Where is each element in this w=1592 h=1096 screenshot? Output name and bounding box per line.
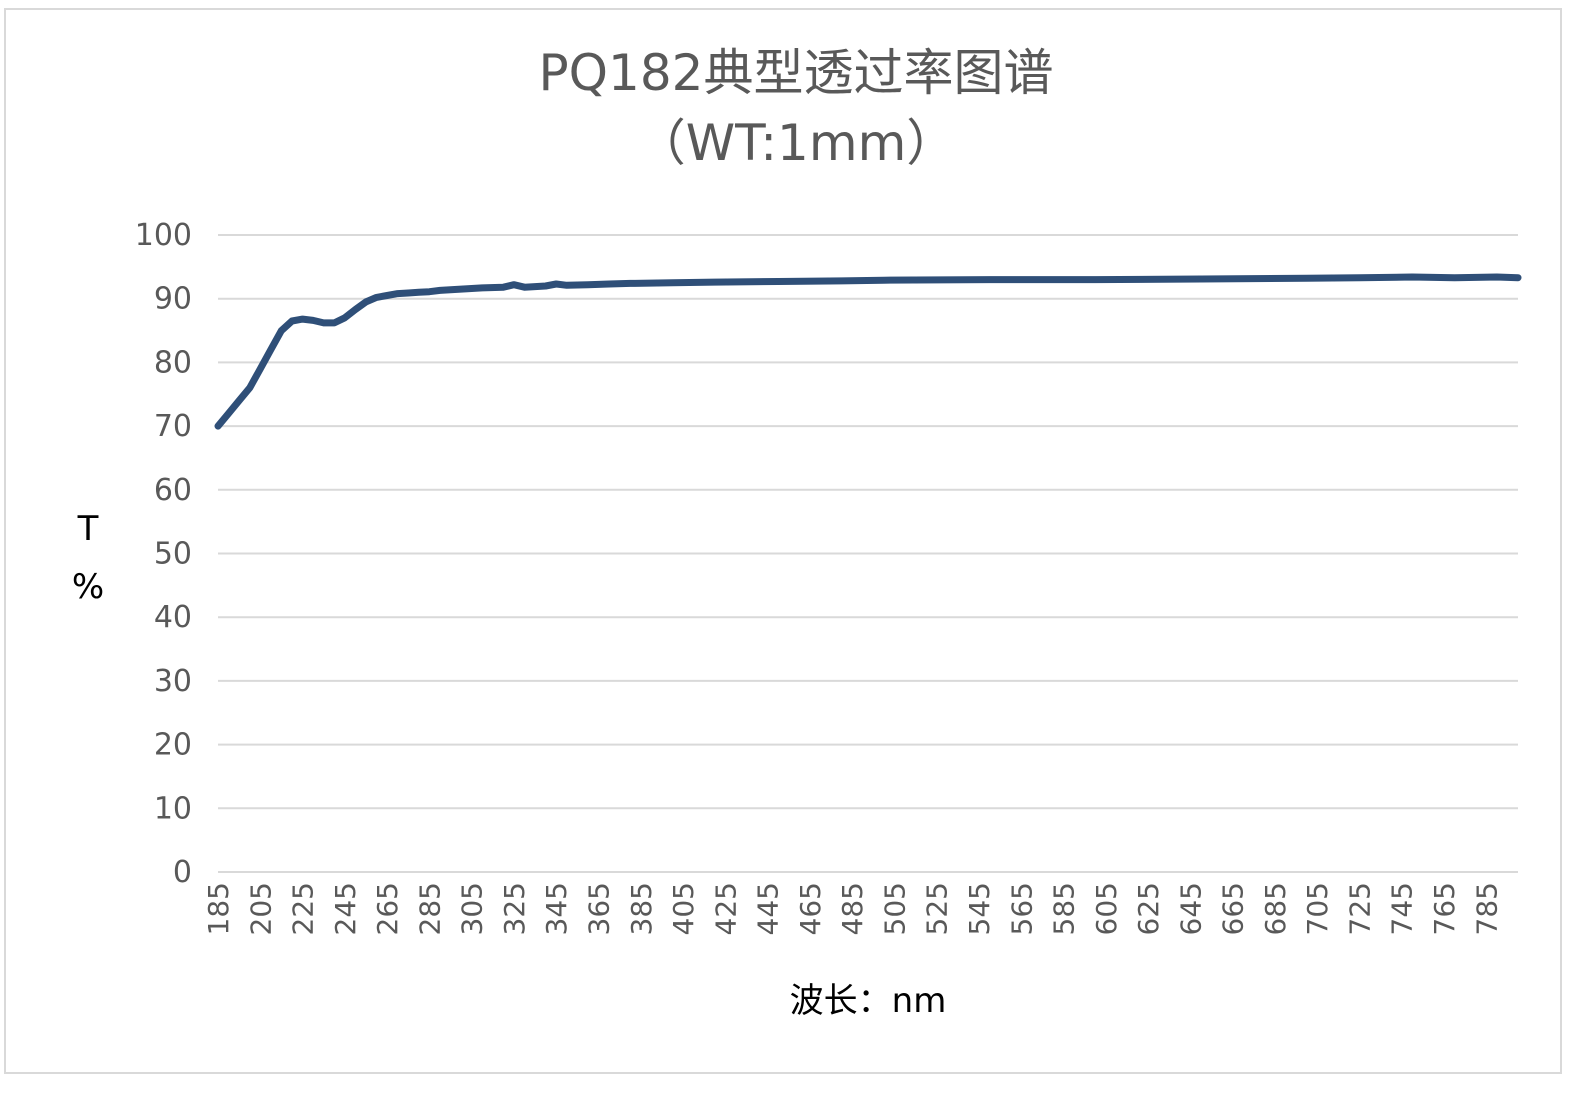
y-axis-title-line2: % <box>72 567 104 607</box>
y-tick-label: 80 <box>154 345 192 380</box>
x-tick-label: 745 <box>1386 882 1419 935</box>
x-tick-label: 565 <box>1005 882 1038 935</box>
x-axis-ticks: 185 205 225 245 265 285 305 325 345 365 385 405 425 4… <box>202 882 1503 935</box>
x-tick-label: 505 <box>878 882 911 935</box>
x-tick-label: 385 <box>625 882 658 935</box>
x-tick-label: 785 <box>1470 882 1503 935</box>
y-tick-label: 20 <box>154 728 192 763</box>
x-tick-label: 445 <box>752 882 785 935</box>
x-tick-label: 585 <box>1048 882 1081 935</box>
y-tick-label: 70 <box>154 409 192 444</box>
y-tick-label: 30 <box>154 664 192 699</box>
x-tick-label: 625 <box>1132 882 1165 935</box>
y-tick-label: 40 <box>154 600 192 635</box>
x-tick-label: 265 <box>371 882 404 935</box>
x-axis-title: 波长：nm <box>790 981 947 1021</box>
x-tick-label: 525 <box>921 882 954 935</box>
y-tick-label: 0 <box>173 855 192 890</box>
x-tick-label: 205 <box>244 882 277 935</box>
x-tick-label: 765 <box>1428 882 1461 935</box>
x-tick-label: 285 <box>413 882 446 935</box>
y-tick-label: 90 <box>154 282 192 317</box>
x-tick-label: 605 <box>1090 882 1123 935</box>
chart-subtitle: （WT:1mm） <box>635 114 957 172</box>
x-tick-label: 405 <box>667 882 700 935</box>
grid-lines <box>218 234 1518 873</box>
y-tick-label: 10 <box>154 791 192 826</box>
x-tick-label: 645 <box>1174 882 1207 935</box>
y-axis-title-line1: T <box>77 509 99 549</box>
transmittance-line <box>214 273 1522 430</box>
chart-frame <box>4 8 1562 1074</box>
x-tick-label: 225 <box>287 882 320 935</box>
x-tick-label: 725 <box>1343 882 1376 935</box>
x-tick-label: 685 <box>1259 882 1292 935</box>
x-tick-label: 425 <box>709 882 742 935</box>
x-tick-label: 305 <box>456 882 489 935</box>
x-tick-label: 485 <box>836 882 869 935</box>
x-tick-label: 325 <box>498 882 531 935</box>
x-tick-label: 705 <box>1301 882 1334 935</box>
x-tick-label: 245 <box>329 882 362 935</box>
y-axis-ticks: 0 10 20 30 40 50 60 70 80 90 100 <box>135 218 192 890</box>
x-tick-label: 365 <box>582 882 615 935</box>
x-tick-label: 545 <box>963 882 996 935</box>
y-tick-label: 50 <box>154 537 192 572</box>
y-tick-label: 60 <box>154 473 192 508</box>
y-tick-label: 100 <box>135 218 192 253</box>
chart-title: PQ182典型透过率图谱 <box>538 44 1054 102</box>
x-tick-label: 665 <box>1217 882 1250 935</box>
x-tick-label: 465 <box>794 882 827 935</box>
x-tick-label: 345 <box>540 882 573 935</box>
x-tick-label: 185 <box>202 882 235 935</box>
